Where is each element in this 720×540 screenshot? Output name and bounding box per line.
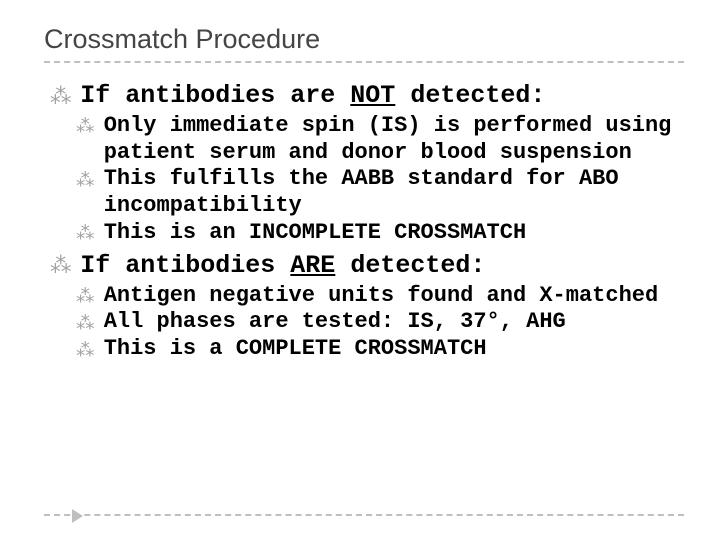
section2-item: ⁂ All phases are tested: IS, 37°, AHG [76, 309, 680, 336]
section1-item: ⁂ This is an INCOMPLETE CROSSMATCH [76, 220, 680, 247]
bullet-icon: ⁂ [76, 309, 95, 336]
slide-title: Crossmatch Procedure [44, 24, 680, 55]
text-fragment: If antibodies [80, 251, 290, 280]
list-item-text: Only immediate spin (IS) is performed us… [104, 113, 680, 167]
bullet-icon: ⁂ [50, 79, 71, 113]
section2-item: ⁂ Antigen negative units found and X-mat… [76, 283, 680, 310]
text-emphasis: NOT [350, 81, 395, 110]
bullet-icon: ⁂ [76, 166, 95, 220]
arrow-right-icon [72, 509, 83, 523]
text-fragment: If antibodies are [80, 81, 350, 110]
list-item-text: This is an INCOMPLETE CROSSMATCH [104, 220, 680, 247]
bullet-icon: ⁂ [50, 249, 71, 283]
section2-heading: ⁂ If antibodies ARE detected: [50, 249, 680, 283]
section1-heading-text: If antibodies are NOT detected: [80, 79, 680, 113]
section2-heading-text: If antibodies ARE detected: [80, 249, 680, 283]
list-item-text: This fulfills the AABB standard for ABO … [104, 166, 680, 220]
text-fragment: detected: [335, 251, 485, 280]
list-item-text: This is a COMPLETE CROSSMATCH [104, 336, 680, 363]
bottom-divider [44, 514, 684, 516]
text-fragment: detected: [395, 81, 545, 110]
bullet-icon: ⁂ [76, 283, 95, 310]
section2-item: ⁂ This is a COMPLETE CROSSMATCH [76, 336, 680, 363]
title-divider [44, 61, 684, 63]
list-item-text: All phases are tested: IS, 37°, AHG [104, 309, 680, 336]
list-item-text: Antigen negative units found and X-match… [104, 283, 680, 310]
section1-heading: ⁂ If antibodies are NOT detected: [50, 79, 680, 113]
section1-item: ⁂ This fulfills the AABB standard for AB… [76, 166, 680, 220]
bullet-icon: ⁂ [76, 336, 95, 363]
section1-item: ⁂ Only immediate spin (IS) is performed … [76, 113, 680, 167]
bullet-icon: ⁂ [76, 113, 95, 167]
bullet-icon: ⁂ [76, 220, 95, 247]
text-emphasis: ARE [290, 251, 335, 280]
